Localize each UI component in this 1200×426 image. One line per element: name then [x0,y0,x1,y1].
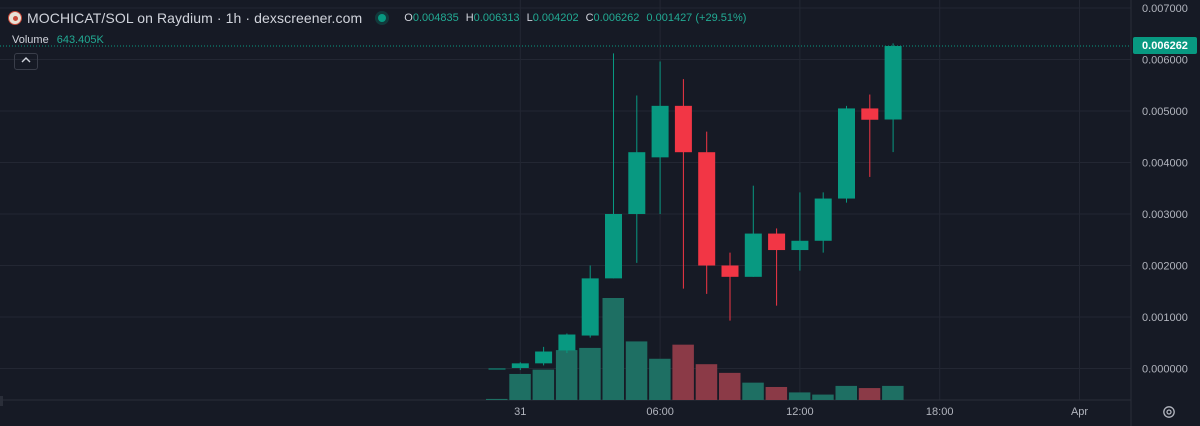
ohlc-low-value: 0.004202 [532,12,579,24]
candle-body [511,363,529,368]
volume-bar [695,364,718,400]
candle-body [581,278,599,336]
x-tick-label: 12:00 [786,406,814,418]
volume-bar [788,392,811,400]
candle-body [535,351,553,364]
candle-body [628,152,646,214]
candle-body [768,233,786,251]
volume-legend: Volume 643.405K [12,34,104,46]
volume-bar [509,373,531,400]
candle-body [674,105,692,153]
candle-body [791,240,809,251]
candle-body [838,108,855,199]
y-tick-label: 0.004000 [1142,158,1188,170]
ohlc-open-value: 0.004835 [412,12,459,24]
volume-label: Volume [12,34,49,46]
volume-bar [858,388,881,400]
ohlc-open-key: O [404,12,413,24]
token-logo-icon [8,11,22,25]
volume-bar [579,347,601,400]
x-tick-label: 06:00 [646,406,674,418]
x-tick-label: 31 [514,406,526,418]
y-tick-label: 0.006000 [1142,55,1188,67]
candle-body [861,108,879,120]
ohlc-readout: O0.004835 H0.006313 L0.004202 C0.006262 … [404,12,746,24]
candle-body [651,105,669,158]
ohlc-high-value: 0.006313 [473,12,520,24]
volume-bar [672,344,694,400]
volume-bar [625,341,648,400]
ohlc-high-key: H [465,12,474,24]
y-tick-label: 0.005000 [1142,106,1188,118]
volume-bar [812,394,834,400]
y-tick-label: 0.003000 [1142,209,1188,221]
y-tick-label: 0.001000 [1142,312,1188,324]
y-tick-label: 0.007000 [1142,3,1188,15]
y-tick-label: 0.000000 [1142,364,1188,376]
volume-bar [765,386,788,400]
volume-bar [532,369,555,400]
volume-bar [486,398,508,400]
y-tick-label: 0.002000 [1142,261,1188,273]
volume-value: 643.405K [56,34,104,46]
collapse-legend-button[interactable] [14,53,38,70]
candle-body [814,198,832,241]
volume-bar [742,382,764,400]
current-price-badge: 0.006262 [1133,37,1197,54]
pair-title: MOCHICAT/SOL on Raydium · 1h · dexscreen… [27,10,363,26]
candle-body [558,334,576,351]
ohlc-close-value: 0.006262 [593,12,640,24]
candle-body [744,233,762,277]
volume-bar [719,372,741,400]
ohlc-low-key: L [526,12,533,24]
volume-bar [602,298,624,400]
volume-bar [649,358,671,400]
volume-bar [555,350,578,400]
left-edge-marker [0,396,3,406]
x-tick-label: Apr [1071,406,1088,418]
chart-header: MOCHICAT/SOL on Raydium · 1h · dexscreen… [8,9,746,27]
candle-body [698,152,716,266]
x-tick-label: 18:00 [926,406,954,418]
chevron-up-icon [21,56,31,67]
candle-body [884,46,902,120]
volume-bar [835,385,857,400]
candle-body [488,368,506,370]
live-dot-icon [378,14,387,22]
gear-icon[interactable] [1162,405,1176,419]
ohlc-change: 0.001427 (+29.51%) [646,12,747,24]
ohlc-close-key: C [585,12,594,24]
volume-bar [882,385,904,400]
candle-body [605,214,622,279]
candle-body [721,265,739,277]
